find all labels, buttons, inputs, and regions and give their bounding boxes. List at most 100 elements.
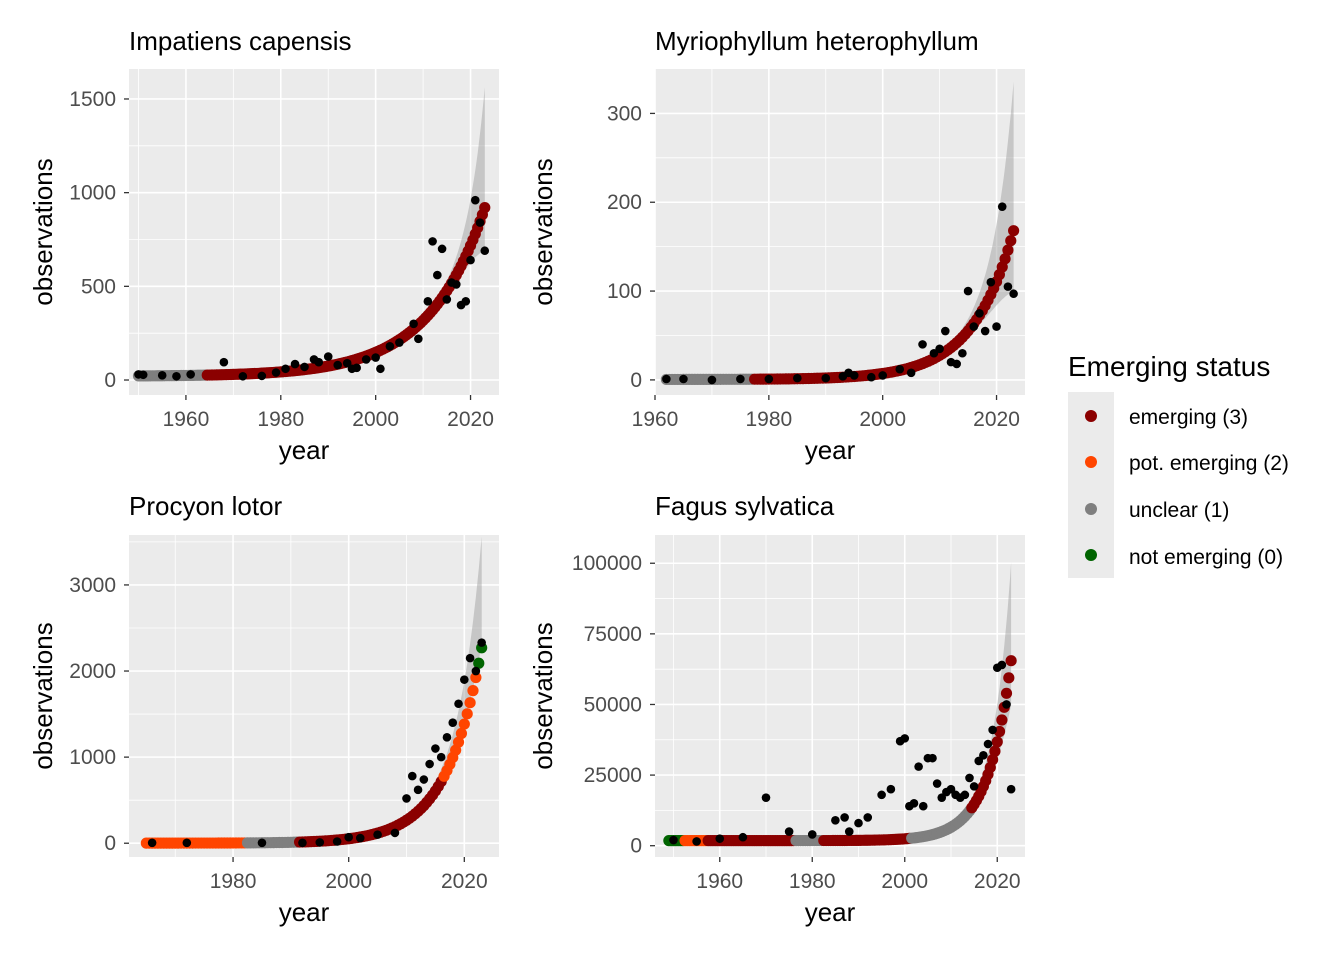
observed-point xyxy=(958,348,967,358)
y-tick-label: 200 xyxy=(607,191,642,214)
observed-point xyxy=(738,832,748,842)
observed-point xyxy=(784,827,794,836)
y-tick-label: 100 xyxy=(607,280,642,303)
observed-point xyxy=(941,326,950,336)
observed-point xyxy=(918,801,928,811)
x-tick-label: 1980 xyxy=(257,408,304,431)
y-axis-label: observations xyxy=(528,158,558,305)
observed-point xyxy=(371,353,380,362)
fitted-point xyxy=(1008,225,1020,237)
observed-point xyxy=(960,790,970,800)
observed-point xyxy=(452,280,461,289)
y-tick-label: 0 xyxy=(104,832,116,855)
y-tick-label: 500 xyxy=(81,275,116,298)
observed-point xyxy=(707,375,717,385)
fitted-point xyxy=(989,745,1001,757)
observed-point xyxy=(385,341,395,351)
fitted-point xyxy=(458,718,470,730)
panel-title: Myriophyllum heterophyllum xyxy=(655,26,979,56)
fitted-point xyxy=(470,671,482,684)
fitted-point xyxy=(996,714,1008,726)
x-tick-label: 1960 xyxy=(632,408,679,431)
observed-point xyxy=(355,833,365,843)
observed-point xyxy=(840,813,849,822)
observed-point xyxy=(475,218,485,227)
observed-point xyxy=(466,255,475,265)
legend-label-emerging: emerging (3) xyxy=(1129,406,1248,429)
observed-point xyxy=(764,374,774,384)
x-tick-label: 1980 xyxy=(789,870,836,893)
observed-point xyxy=(461,297,471,306)
panel-background xyxy=(655,69,1025,395)
panel-1: 1960 1980 2000 2020 0 500 1000 1500 Impatiens ca… xyxy=(28,26,499,465)
observed-point xyxy=(344,832,353,842)
observed-points xyxy=(147,638,486,848)
panel-background xyxy=(129,535,499,857)
legend-item-emerging: emerging (3) xyxy=(1085,406,1248,429)
observed-point xyxy=(983,739,993,749)
observed-point xyxy=(932,779,942,788)
observed-point xyxy=(419,775,429,784)
observed-point xyxy=(352,363,361,373)
observed-point xyxy=(1003,282,1013,291)
observed-point xyxy=(431,744,440,753)
observed-point xyxy=(969,322,979,331)
observed-point xyxy=(333,360,343,370)
y-tick-label: 3000 xyxy=(69,574,116,597)
legend-label-not-emerging: not emerging (0) xyxy=(1129,546,1283,569)
x-tick-label: 2020 xyxy=(447,408,494,431)
y-tick-label: 50000 xyxy=(584,693,642,716)
observed-points xyxy=(662,202,1018,385)
observed-point xyxy=(909,799,919,808)
panel-title: Fagus sylvatica xyxy=(655,491,835,521)
observed-point xyxy=(157,371,167,380)
observed-point xyxy=(906,368,916,378)
legend-key-unclear xyxy=(1085,503,1097,515)
fitted-point xyxy=(479,202,491,214)
y-tick-label: 1500 xyxy=(69,88,116,111)
panel-3: 1980 2000 2020 0 1000 2000 3000 Procyon lotor ye… xyxy=(28,491,499,927)
panel-background xyxy=(129,69,499,395)
observed-point xyxy=(793,373,802,383)
observed-point xyxy=(314,357,324,367)
observed-point xyxy=(257,371,267,381)
y-tick-label: 1000 xyxy=(69,182,116,205)
observed-point xyxy=(715,834,725,843)
observed-point xyxy=(878,371,887,380)
observed-point xyxy=(679,374,688,384)
observed-point xyxy=(969,782,979,791)
legend-item-not-emerging: not emerging (0) xyxy=(1085,546,1283,569)
y-tick-label: 300 xyxy=(607,102,642,125)
observed-point xyxy=(281,364,290,374)
legend-item-unclear: unclear (1) xyxy=(1085,499,1229,522)
observed-point xyxy=(992,322,1001,331)
observed-point xyxy=(342,358,352,368)
observed-point xyxy=(471,666,481,676)
observed-point xyxy=(323,352,333,361)
fitted-point xyxy=(461,708,473,720)
observed-point xyxy=(900,734,910,743)
y-tick-label: 25000 xyxy=(584,764,642,787)
observed-point xyxy=(997,660,1007,670)
x-tick-label: 1980 xyxy=(210,870,257,893)
fitted-point xyxy=(987,754,999,766)
observed-point xyxy=(662,374,671,384)
observed-point xyxy=(172,371,181,381)
observed-point xyxy=(257,838,267,848)
observed-point xyxy=(935,344,944,354)
fitted-point xyxy=(1005,235,1017,247)
x-axis-label: year xyxy=(279,897,330,927)
observed-point xyxy=(980,326,990,336)
observed-point xyxy=(886,784,896,794)
observed-point xyxy=(821,373,831,383)
fitted-point xyxy=(467,685,479,697)
observed-point xyxy=(928,753,937,763)
fitted-point xyxy=(993,725,1006,738)
observed-point xyxy=(182,838,192,848)
y-axis-label: observations xyxy=(28,158,58,305)
observed-point xyxy=(914,762,923,771)
observed-point xyxy=(952,359,961,369)
y-tick-label: 1000 xyxy=(69,746,116,769)
legend-key-pot-emerging xyxy=(1085,456,1097,468)
